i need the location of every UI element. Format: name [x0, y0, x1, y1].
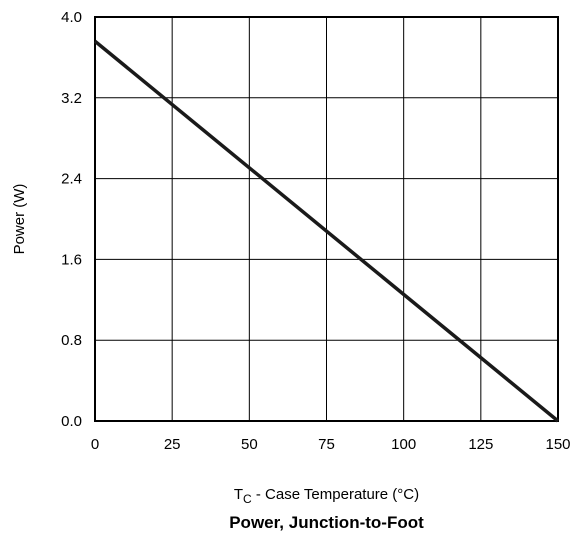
y-tick-label: 2.4: [61, 171, 82, 188]
x-tick-label: 100: [391, 436, 416, 453]
x-axis-title: TC - Case Temperature (°C): [234, 486, 419, 506]
y-axis-title: Power (W): [11, 184, 28, 255]
y-tick-label: 1.6: [61, 251, 82, 268]
x-axis-ticks: 0 25 50 75 100 125 150: [91, 436, 571, 453]
x-axis-title-main: T: [234, 486, 243, 503]
x-tick-label: 25: [164, 436, 181, 453]
y-tick-label: 0.8: [61, 332, 82, 349]
plot-area-frame: [94, 16, 559, 422]
x-tick-label: 50: [241, 436, 258, 453]
grid-lines: [95, 17, 558, 421]
x-tick-label: 75: [318, 436, 335, 453]
x-axis-title-rest: - Case Temperature (°C): [252, 486, 419, 503]
y-tick-label: 0.0: [61, 413, 82, 430]
x-tick-label: 125: [468, 436, 493, 453]
y-tick-label: 3.2: [61, 90, 82, 107]
x-axis-title-subscript: C: [243, 492, 252, 506]
x-tick-label: 0: [91, 436, 99, 453]
power-series-line: [93, 39, 560, 423]
y-tick-label: 4.0: [61, 9, 82, 26]
x-tick-label: 150: [545, 436, 570, 453]
chart-title: Power, Junction-to-Foot: [229, 513, 424, 532]
y-axis-ticks: 0.0 0.8 1.6 2.4 3.2 4.0: [61, 9, 82, 430]
